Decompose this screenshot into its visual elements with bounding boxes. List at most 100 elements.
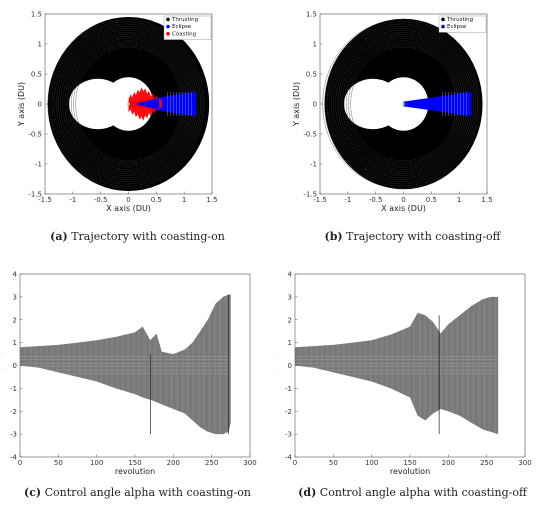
y-tick-label: 1.5 (31, 11, 42, 19)
x-tick-label: 1.5 (206, 196, 217, 204)
inner-hole (343, 78, 402, 130)
legend-marker (166, 32, 170, 36)
y-tick-label: 4 (13, 271, 18, 279)
legend-marker (441, 24, 445, 29)
eclipse-region (128, 92, 197, 116)
legend-marker (166, 17, 170, 22)
x-tick-label: 200 (167, 459, 180, 467)
x-axis-label: revolution (115, 467, 155, 476)
spiral-texture (51, 23, 201, 185)
x-tick-label: 250 (480, 459, 493, 467)
thrusting-region (324, 18, 483, 190)
x-tick-label: 50 (54, 459, 63, 467)
x-tick-label: 150 (128, 459, 141, 467)
legend-label: Eclipse (172, 24, 192, 30)
y-tick-label: -1 (310, 161, 317, 169)
central-body-marker (127, 102, 130, 106)
central-body-marker (402, 102, 405, 106)
shadow-group (403, 92, 472, 116)
eclipse-region (403, 92, 472, 116)
y-tick-label: -4 (285, 454, 293, 462)
trajectory-chart-coasting-on: -1.5 -1 -0.5 0 0.5 1 1.5 1.5 1 0.5 0 -0.5 -1 -1.5 X ax… (17, 11, 218, 214)
caption-a: (a) Trajectory with coasting-on (50, 230, 225, 243)
x-tick-label: 1.5 (481, 196, 492, 204)
legend-box (163, 15, 212, 40)
y-axis-label: α (rad) (275, 352, 276, 379)
legend-marker (166, 24, 170, 29)
spiral-texture (53, 25, 200, 183)
x-tick-label: -1.5 (313, 196, 327, 204)
y-tick-label: 3 (288, 293, 292, 301)
spiral-texture (56, 27, 198, 181)
x-tick-label: 1 (457, 196, 461, 204)
inner-hole (68, 78, 127, 130)
y-tick-label: 0.5 (306, 71, 317, 79)
y-tick-label: 1 (313, 41, 317, 49)
x-tick-label: -0.5 (369, 196, 383, 204)
x-tick-label: -1 (344, 196, 351, 204)
spiral-texture (328, 25, 475, 183)
y-tick-label: -1 (285, 385, 292, 393)
caption-d: (d) Control angle alpha with coasting-of… (298, 486, 527, 499)
y-tick-label: 1 (288, 339, 292, 347)
y-tick-label: -1.5 (28, 191, 42, 199)
x-tick-label: 100 (365, 459, 378, 467)
y-tick-label: 4 (288, 271, 293, 279)
spiral-texture (49, 21, 203, 187)
chart-panel-c: 0 50 100 150 200 250 300 4 3 2 1 0 -1 -2 -3 -4 revolutio… (0, 262, 275, 480)
y-tick-label: -1 (35, 161, 42, 169)
x-axis-label: revolution (390, 467, 430, 476)
y-axis-label: α (rad) (0, 352, 1, 379)
legend-label: Coasting (172, 31, 196, 37)
y-tick-label: -3 (10, 431, 17, 439)
x-tick-label: 1 (182, 196, 186, 204)
x-tick-label: 0.5 (426, 196, 437, 204)
x-tick-label: 150 (403, 459, 416, 467)
x-tick-label: 200 (442, 459, 455, 467)
legend-box (438, 15, 487, 33)
x-tick-label: 100 (90, 459, 103, 467)
y-tick-label: 1 (38, 41, 42, 49)
y-tick-label: -0.5 (303, 131, 317, 139)
y-tick-label: 0.5 (31, 71, 42, 79)
caption-b: (b) Trajectory with coasting-off (324, 230, 501, 243)
chart-panel-d: 0 50 100 150 200 250 300 4 3 2 1 0 -1 -2 -3 -4 revolutio… (275, 262, 550, 480)
y-tick-label: 3 (13, 293, 17, 301)
y-tick-label: -0.5 (28, 131, 42, 139)
spiral-texture (331, 27, 473, 181)
trajectory-chart-coasting-off: -1.5 -1 -0.5 0 0.5 1 1.5 1.5 1 0.5 0 -0.5 -1 -1.5 X ax… (292, 11, 493, 214)
alpha-chart-coasting-off: 0 50 100 150 200 250 300 4 3 2 1 0 -1 -2 -3 -4 revolutio… (275, 271, 532, 477)
caption-c: (c) Control angle alpha with coasting-on (24, 486, 251, 499)
spiral-texture (326, 23, 476, 185)
x-tick-label: -1 (69, 196, 76, 204)
eclipse-inner (135, 98, 160, 110)
x-tick-label: 250 (205, 459, 218, 467)
y-tick-label: 2 (13, 316, 17, 324)
legend-label: Thrusting (171, 17, 198, 23)
x-tick-label: 300 (243, 459, 256, 467)
x-tick-label: -1.5 (38, 196, 52, 204)
y-axis-label: Y axis (DU) (17, 82, 26, 127)
x-tick-label: 0 (18, 459, 22, 467)
x-tick-label: 300 (518, 459, 531, 467)
spiral-texture (47, 19, 205, 189)
chart-panel-a: -1.5 -1 -0.5 0 0.5 1 1.5 1.5 1 0.5 0 -0.5 -1 -1.5 X ax… (0, 0, 275, 225)
x-tick-label: 50 (329, 459, 338, 467)
y-tick-label: -4 (10, 454, 18, 462)
y-tick-label: -1.5 (303, 191, 317, 199)
y-tick-label: 0 (313, 101, 317, 109)
y-tick-label: 0 (38, 101, 42, 109)
x-axis-label: X axis (DU) (106, 204, 151, 213)
legend-marker (441, 17, 445, 22)
y-tick-label: 1 (13, 339, 17, 347)
y-tick-label: -1 (10, 385, 17, 393)
y-tick-label: 1.5 (306, 11, 317, 19)
y-tick-label: -2 (10, 408, 17, 416)
y-tick-label: 2 (288, 316, 292, 324)
shadow-group (128, 87, 197, 121)
y-tick-label: -2 (285, 408, 292, 416)
spiral-texture (322, 19, 480, 189)
legend-label: Eclipse (447, 24, 467, 30)
x-tick-label: 0.5 (151, 196, 162, 204)
y-tick-label: 0 (288, 362, 292, 370)
